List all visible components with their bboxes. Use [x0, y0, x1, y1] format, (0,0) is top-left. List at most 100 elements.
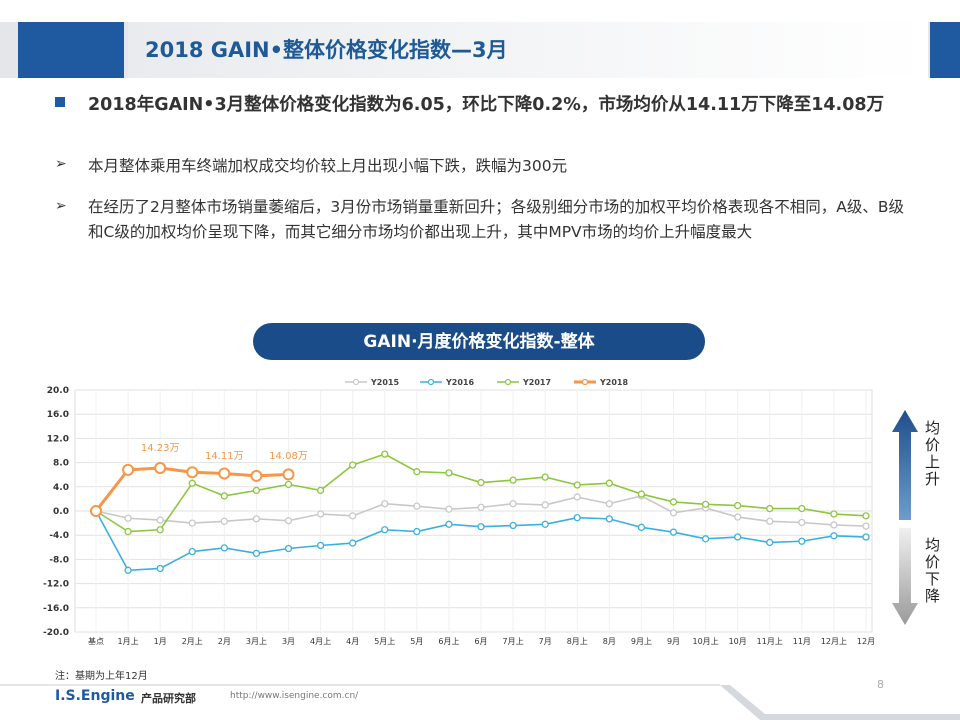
point — [605, 479, 613, 487]
y-tick-label: 20.0 — [47, 386, 69, 396]
x-tick-label: 7月 — [539, 637, 552, 646]
point — [252, 486, 261, 495]
footer-dept: 产品研究部 — [141, 692, 196, 705]
point — [124, 514, 132, 522]
x-tick-label: 基点 — [88, 636, 104, 646]
point — [186, 466, 199, 479]
chart: -20.0 -16.0 -12.0 -8.0 -4.0 0.0 4.0 8.0 12.0 16.0… — [43, 378, 875, 646]
x-tick-label: 5月上 — [374, 637, 395, 646]
point — [862, 533, 870, 541]
y-tick-label: 12.0 — [47, 434, 69, 444]
bullet-square — [55, 97, 65, 107]
legend-swatch-marker — [504, 378, 512, 386]
header-block — [930, 22, 960, 78]
x-tick-label: 5月 — [410, 637, 423, 646]
point — [541, 473, 549, 481]
header-block — [18, 22, 124, 78]
point — [349, 539, 357, 547]
point — [381, 500, 389, 508]
x-tick-label: 9月 — [667, 637, 680, 646]
point — [156, 516, 164, 524]
down-arrow — [892, 528, 918, 625]
chart-title: GAIN·月度价格变化指数-整体 — [363, 331, 595, 352]
x-tick-label: 12月 — [857, 637, 875, 646]
footer-url: http://www.isengine.com.cn/ — [230, 691, 359, 701]
x-tick-label: 12月上 — [821, 637, 847, 646]
point — [381, 526, 389, 534]
point — [605, 500, 613, 508]
x-tick-label: 8月上 — [567, 637, 588, 646]
point — [766, 504, 774, 513]
point — [862, 522, 870, 530]
point — [252, 549, 261, 557]
legend-label: Y2015 — [370, 378, 399, 387]
point — [220, 492, 228, 500]
point — [188, 547, 196, 556]
annotation: 14.23万 — [141, 443, 180, 454]
legend-swatch-marker — [581, 378, 589, 386]
y-tick-label: 8.0 — [53, 459, 69, 469]
footer-shape — [720, 685, 960, 720]
point — [284, 544, 293, 553]
point — [413, 468, 421, 476]
point — [509, 476, 517, 484]
point — [573, 481, 581, 489]
x-tick-label: 3月上 — [246, 637, 267, 646]
page-number: 8 — [877, 678, 884, 691]
x-tick-label: 8月 — [603, 637, 616, 646]
point — [349, 461, 357, 469]
header-box — [128, 22, 928, 78]
point — [830, 510, 838, 518]
side-label-down: 均价下降 — [925, 536, 941, 605]
x-tick-label: 10月上 — [692, 637, 718, 646]
point — [252, 515, 261, 523]
point — [284, 517, 293, 525]
bullet-text: 在经历了2月整体市场销量萎缩后，3月份市场销量重新回升；各级别细分市场的加权平均… — [88, 198, 904, 241]
bullet-text: 本月整体乘用车终端加权成交均价较上月出现小幅下跌，跌幅为300元 — [88, 157, 568, 175]
point — [637, 490, 646, 498]
point — [124, 527, 132, 536]
x-tick-label: 2月上 — [182, 637, 203, 646]
point — [156, 564, 164, 573]
point — [156, 526, 164, 534]
point — [573, 514, 581, 522]
point — [122, 463, 135, 476]
point — [284, 480, 293, 489]
note: 注：基期为上年12月 — [55, 671, 148, 682]
bullet-arrow: ➢ — [55, 156, 67, 172]
point — [90, 505, 102, 517]
y-tick-label: 16.0 — [47, 410, 69, 420]
y-tick-label: -16.0 — [43, 604, 69, 614]
point — [188, 479, 196, 487]
x-tick-label: 4月 — [346, 637, 359, 646]
y-tick-label: 0.0 — [53, 507, 69, 517]
point — [124, 566, 132, 574]
x-tick-label: 9月上 — [631, 637, 652, 646]
point — [830, 521, 838, 529]
point — [218, 467, 231, 480]
side-label-up: 均价上升 — [925, 419, 941, 488]
annotation: 14.11万 — [205, 451, 244, 462]
point — [862, 512, 870, 520]
footer-brand: I.S.Engine — [55, 688, 135, 704]
point — [766, 538, 774, 547]
legend-swatch-marker — [352, 378, 360, 386]
x-tick-label: 4月上 — [310, 637, 331, 646]
chart-title-pill — [253, 323, 705, 360]
y-tick-label: -4.0 — [49, 531, 69, 541]
point — [381, 450, 389, 458]
point — [734, 501, 742, 510]
x-tick-label: 10月 — [729, 637, 747, 646]
point — [798, 518, 806, 527]
point — [477, 478, 485, 487]
point — [282, 468, 295, 481]
up-arrow — [892, 410, 918, 520]
point — [766, 517, 774, 525]
point — [316, 541, 325, 550]
x-tick-label: 7月上 — [503, 637, 524, 646]
point — [250, 469, 263, 482]
point — [413, 527, 421, 536]
point — [669, 498, 678, 506]
point — [445, 520, 453, 528]
